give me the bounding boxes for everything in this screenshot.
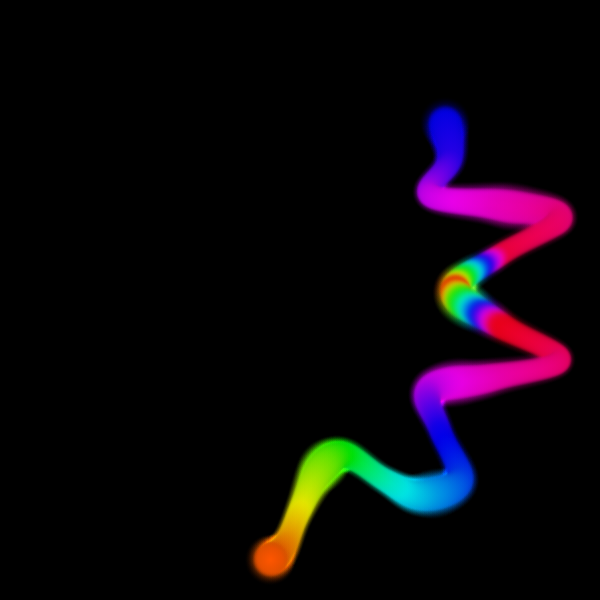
canvas-stage xyxy=(0,0,600,600)
rainbow-ribbon-graphic xyxy=(0,0,600,600)
